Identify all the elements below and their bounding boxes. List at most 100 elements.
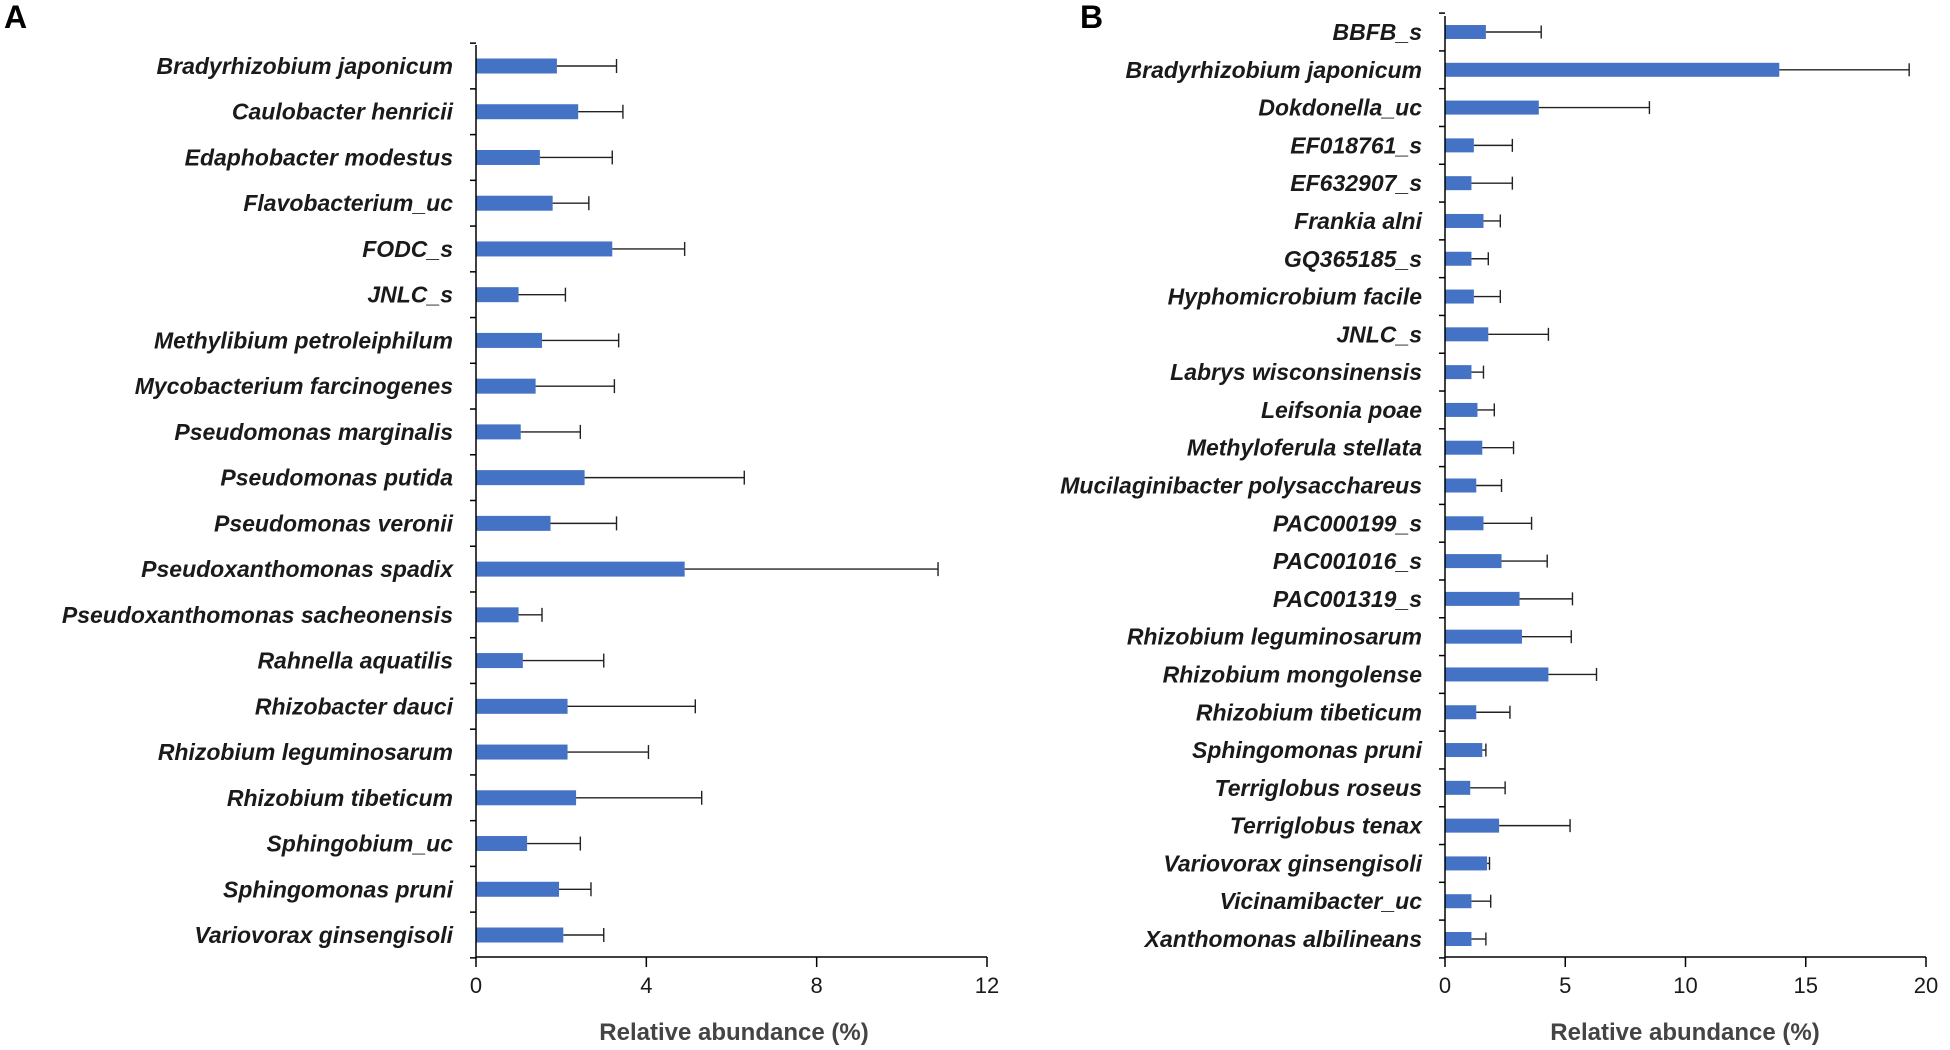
cat-label-b-pac001319-s: PAC001319_s <box>1273 586 1422 612</box>
cat-label-b-hyphomicrobium-facile: Hyphomicrobium facile <box>1168 284 1423 310</box>
x-tick-label-a-12: 12 <box>975 973 999 998</box>
cat-label-b-dokdonella-uc: Dokdonella_uc <box>1258 95 1422 121</box>
cat-label-b-variovorax-ginsengisoli: Variovorax ginsengisoli <box>1163 850 1422 876</box>
bar-b-bradyrhizobium-japonicum <box>1445 62 1780 77</box>
x-tick-label-b-10: 10 <box>1673 973 1697 998</box>
cat-label-b-ef632907-s: EF632907_s <box>1290 170 1422 196</box>
cat-label-b-methyloferula-stellata: Methyloferula stellata <box>1187 435 1422 461</box>
cat-label-b-leifsonia-poae: Leifsonia poae <box>1261 397 1422 423</box>
bar-b-xanthomonas-albilineans <box>1445 932 1472 946</box>
bar-b-variovorax-ginsengisoli <box>1445 856 1488 871</box>
bar-a-pseudomonas-putida <box>476 470 585 486</box>
bar-b-labrys-wisconsinensis <box>1445 365 1472 380</box>
x-tick-label-b-20: 20 <box>1914 973 1938 998</box>
cat-label-a-pseudomonas-marginalis: Pseudomonas marginalis <box>174 419 453 445</box>
bar-a-fodc-s <box>476 241 613 257</box>
bar-a-rahnella-aquatilis <box>476 653 523 669</box>
bar-b-terriglobus-roseus <box>1445 780 1471 795</box>
cat-label-b-pac001016-s: PAC001016_s <box>1273 548 1422 574</box>
bar-b-ef632907-s <box>1445 176 1472 191</box>
x-tick-label-a-4: 4 <box>640 973 652 998</box>
x-tick-label-a-8: 8 <box>811 973 823 998</box>
bar-b-ef018761-s <box>1445 138 1474 153</box>
bar-a-methylibium-petroleiphilum <box>476 332 543 348</box>
cat-label-a-rhizobium-leguminosarum: Rhizobium leguminosarum <box>158 739 453 765</box>
cat-label-a-flavobacterium-uc: Flavobacterium_uc <box>243 190 453 216</box>
cat-label-a-pseudomonas-veronii: Pseudomonas veronii <box>214 510 454 536</box>
cat-label-a-rahnella-aquatilis: Rahnella aquatilis <box>257 648 453 674</box>
bar-b-hyphomicrobium-facile <box>1445 289 1474 304</box>
cat-label-b-rhizobium-leguminosarum: Rhizobium leguminosarum <box>1127 624 1422 650</box>
cat-label-a-pseudoxanthomonas-spadix: Pseudoxanthomonas spadix <box>141 556 454 582</box>
cat-label-a-fodc-s: FODC_s <box>362 236 453 262</box>
bar-b-methyloferula-stellata <box>1445 440 1483 455</box>
cat-label-b-labrys-wisconsinensis: Labrys wisconsinensis <box>1170 359 1422 385</box>
bar-a-rhizobacter-dauci <box>476 698 568 714</box>
cat-label-a-rhizobacter-dauci: Rhizobacter dauci <box>255 693 454 719</box>
x-tick-label-b-5: 5 <box>1559 973 1571 998</box>
bar-b-pac000199-s <box>1445 516 1484 531</box>
bar-a-pseudomonas-veronii <box>476 515 551 531</box>
cat-label-b-frankia-alni: Frankia alni <box>1294 208 1422 234</box>
bar-a-sphingomonas-pruni <box>476 881 560 897</box>
bar-a-mycobacterium-farcinogenes <box>476 378 536 394</box>
cat-label-a-bradyrhizobium-japonicum: Bradyrhizobium japonicum <box>157 53 453 79</box>
cat-label-a-edaphobacter-modestus: Edaphobacter modestus <box>185 144 453 170</box>
cat-label-a-variovorax-ginsengisoli: Variovorax ginsengisoli <box>194 922 453 948</box>
bar-b-terriglobus-tenax <box>1445 818 1500 833</box>
cat-label-a-sphingomonas-pruni: Sphingomonas pruni <box>223 876 454 902</box>
cat-label-b-gq365185-s: GQ365185_s <box>1284 246 1422 272</box>
cat-label-a-pseudomonas-putida: Pseudomonas putida <box>220 465 453 491</box>
cat-label-b-bradyrhizobium-japonicum: Bradyrhizobium japonicum <box>1126 57 1422 83</box>
cat-label-a-jnlc-s: JNLC_s <box>367 282 453 308</box>
cat-label-a-mycobacterium-farcinogenes: Mycobacterium farcinogenes <box>135 373 453 399</box>
cat-label-b-sphingomonas-pruni: Sphingomonas pruni <box>1192 737 1423 763</box>
cat-label-a-caulobacter-henricii: Caulobacter henricii <box>232 99 454 125</box>
bar-b-rhizobium-mongolense <box>1445 667 1549 682</box>
bar-a-edaphobacter-modestus <box>476 149 540 165</box>
cat-label-b-jnlc-s: JNLC_s <box>1336 321 1422 347</box>
x-tick-label-b-0: 0 <box>1439 973 1451 998</box>
panel-b-letter: B <box>1080 0 1103 35</box>
bar-a-flavobacterium-uc <box>476 195 553 211</box>
cat-label-b-terriglobus-tenax: Terriglobus tenax <box>1230 813 1423 839</box>
bar-a-caulobacter-henricii <box>476 104 579 120</box>
cat-label-b-xanthomonas-albilineans: Xanthomonas albilineans <box>1143 926 1422 952</box>
bar-a-pseudoxanthomonas-spadix <box>476 561 685 577</box>
bar-b-vicinamibacter-uc <box>1445 894 1472 909</box>
cat-label-a-sphingobium-uc: Sphingobium_uc <box>266 831 453 857</box>
bar-b-gq365185-s <box>1445 251 1472 266</box>
bar-b-sphingomonas-pruni <box>1445 743 1483 758</box>
cat-label-b-pac000199-s: PAC000199_s <box>1273 510 1422 536</box>
cat-label-a-methylibium-petroleiphilum: Methylibium petroleiphilum <box>154 327 453 353</box>
bar-a-rhizobium-tibeticum <box>476 790 577 806</box>
bar-b-frankia-alni <box>1445 213 1484 228</box>
bar-a-rhizobium-leguminosarum <box>476 744 568 760</box>
cat-label-b-bbfb-s: BBFB_s <box>1333 19 1422 45</box>
bar-a-pseudomonas-marginalis <box>476 424 521 440</box>
bar-b-rhizobium-tibeticum <box>1445 705 1477 720</box>
bar-b-rhizobium-leguminosarum <box>1445 629 1522 644</box>
bar-b-dokdonella-uc <box>1445 100 1539 115</box>
bar-b-pac001319-s <box>1445 591 1520 606</box>
cat-label-b-rhizobium-tibeticum: Rhizobium tibeticum <box>1196 699 1422 725</box>
panel-b-chart: BBFB_s Bradyrhizobium japonicum Dokdonella… <box>1060 12 1938 998</box>
x-tick-label-a-0: 0 <box>470 973 482 998</box>
cat-label-b-terriglobus-roseus: Terriglobus roseus <box>1215 775 1422 801</box>
panel-b-x-axis-title: Relative abundance (%) <box>1550 1019 1819 1046</box>
bar-b-pac001016-s <box>1445 554 1502 569</box>
cat-label-a-rhizobium-tibeticum: Rhizobium tibeticum <box>227 785 453 811</box>
bar-a-bradyrhizobium-japonicum <box>476 58 557 74</box>
cat-label-b-ef018761-s: EF018761_s <box>1290 132 1422 158</box>
bar-b-leifsonia-poae <box>1445 402 1478 417</box>
panel-a-letter: A <box>4 0 27 35</box>
bar-a-variovorax-ginsengisoli <box>476 927 564 943</box>
cat-label-b-mucilaginibacter-polysacchareus: Mucilaginibacter polysacchareus <box>1060 473 1422 499</box>
bar-a-sphingobium-uc <box>476 836 528 852</box>
panel-a-x-axis-title: Relative abundance (%) <box>599 1019 868 1046</box>
bar-b-jnlc-s <box>1445 327 1489 342</box>
bar-b-bbfb-s <box>1445 25 1486 39</box>
bar-b-mucilaginibacter-polysacchareus <box>1445 478 1477 493</box>
panel-a-chart: Bradyrhizobium japonicum Caulobacter henr… <box>62 42 999 998</box>
